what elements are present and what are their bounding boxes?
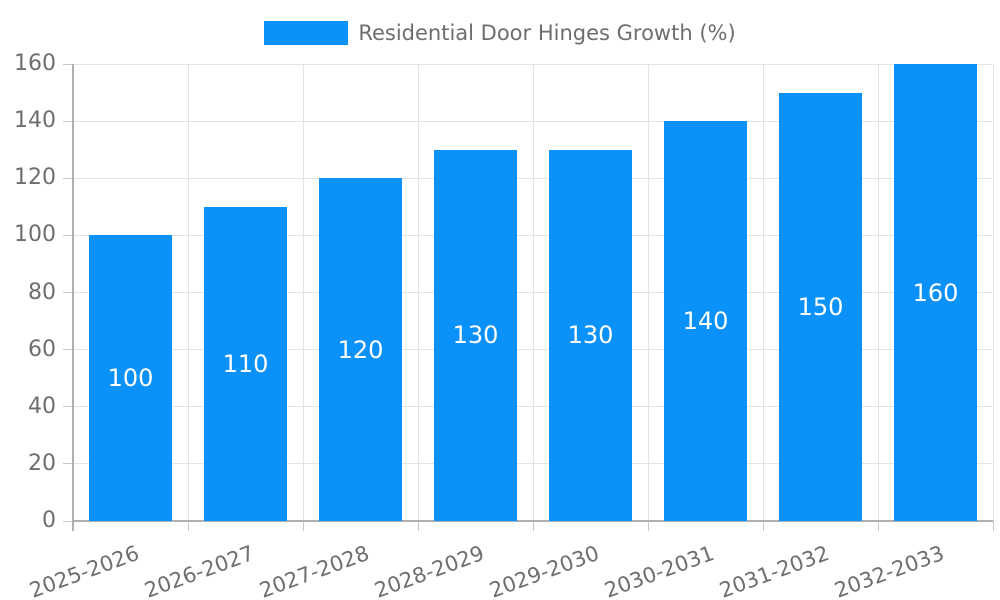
- y-tick-label: 120: [14, 165, 56, 191]
- bar-value-label: 150: [797, 292, 844, 321]
- bar-2028-2029: 130: [434, 149, 517, 521]
- gridline-vertical: [187, 64, 189, 521]
- y-tick-mark: [63, 292, 73, 293]
- bar-2031-2032: 150: [779, 92, 862, 521]
- bar-value-label: 160: [912, 278, 959, 307]
- x-tick-label: 2028-2029: [370, 541, 487, 600]
- y-tick-mark: [63, 234, 73, 236]
- y-tick-label: 100: [14, 222, 56, 248]
- bar-2029-2030: 130: [549, 149, 632, 521]
- y-tick-label: 40: [28, 393, 56, 419]
- legend-swatch: [264, 21, 349, 45]
- y-tick-label: 0: [42, 508, 56, 533]
- gridline-vertical: [992, 64, 994, 521]
- x-tick-mark: [647, 521, 649, 531]
- gridline-vertical: [417, 64, 419, 521]
- x-tick-mark: [762, 521, 764, 531]
- bar-value-label: 110: [222, 349, 269, 378]
- y-tick-label: 20: [28, 450, 56, 476]
- y-tick-mark: [63, 349, 73, 351]
- gridline-vertical: [302, 64, 304, 521]
- bar-value-label: 100: [107, 364, 154, 393]
- y-tick-label: 160: [14, 51, 56, 76]
- x-tick-mark: [417, 521, 419, 531]
- chart-legend[interactable]: Residential Door Hinges Growth (%): [0, 20, 1000, 46]
- y-tick-mark: [63, 63, 73, 65]
- bar-2030-2031: 140: [664, 121, 747, 521]
- bar-2025-2026: 100: [89, 235, 172, 521]
- x-tick-label: 2026-2027: [140, 541, 257, 600]
- y-tick-label: 140: [14, 108, 56, 134]
- gridline-vertical: [877, 64, 879, 521]
- gridline-vertical: [647, 64, 649, 521]
- y-tick-mark: [63, 520, 73, 522]
- bar-2027-2028: 120: [319, 178, 402, 521]
- y-tick-mark: [63, 463, 73, 465]
- x-tick-label: 2025-2026: [25, 541, 142, 600]
- legend-label: Residential Door Hinges Growth (%): [358, 21, 736, 45]
- x-tick-mark: [877, 521, 879, 531]
- x-tick-mark: [992, 521, 994, 531]
- x-tick-label: 2030-2031: [600, 541, 717, 600]
- y-axis-line: [72, 64, 74, 531]
- gridline-vertical: [762, 64, 764, 521]
- x-tick-label: 2032-2033: [830, 541, 947, 600]
- y-tick-label: 60: [28, 336, 56, 362]
- y-tick-mark: [63, 120, 73, 122]
- x-tick-mark: [187, 521, 189, 531]
- y-tick-label: 80: [28, 279, 56, 305]
- bar-value-label: 120: [337, 335, 384, 364]
- bar-2032-2033: 160: [894, 64, 977, 521]
- x-tick-mark: [532, 521, 534, 531]
- bar-value-label: 140: [682, 307, 729, 336]
- bar-value-label: 130: [452, 321, 499, 350]
- gridline-vertical: [532, 64, 534, 521]
- x-tick-label: 2029-2030: [485, 541, 602, 600]
- x-tick-label: 2031-2032: [715, 541, 832, 600]
- x-axis-line: [73, 520, 993, 522]
- x-tick-mark: [302, 521, 304, 531]
- bar-2026-2027: 110: [204, 206, 287, 521]
- y-tick-mark: [63, 177, 73, 179]
- x-tick-label: 2027-2028: [255, 541, 372, 600]
- bar-value-label: 130: [567, 321, 614, 350]
- y-tick-mark: [63, 406, 73, 408]
